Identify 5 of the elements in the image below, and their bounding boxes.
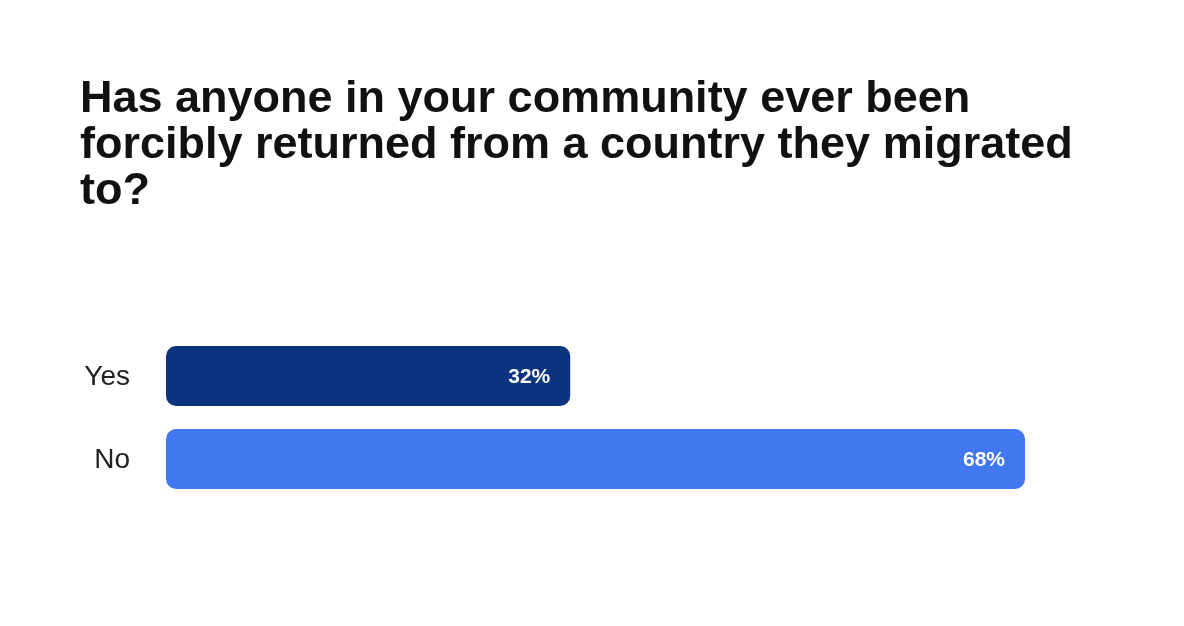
data-label: 32% <box>508 364 551 388</box>
data-label: 68% <box>962 447 1006 471</box>
chart-title: Has anyone in your community ever been forcibly returned from a country they migrated to? <box>80 71 1074 214</box>
y-tick-label: Yes <box>84 360 130 392</box>
y-tick-label: No <box>94 443 130 475</box>
